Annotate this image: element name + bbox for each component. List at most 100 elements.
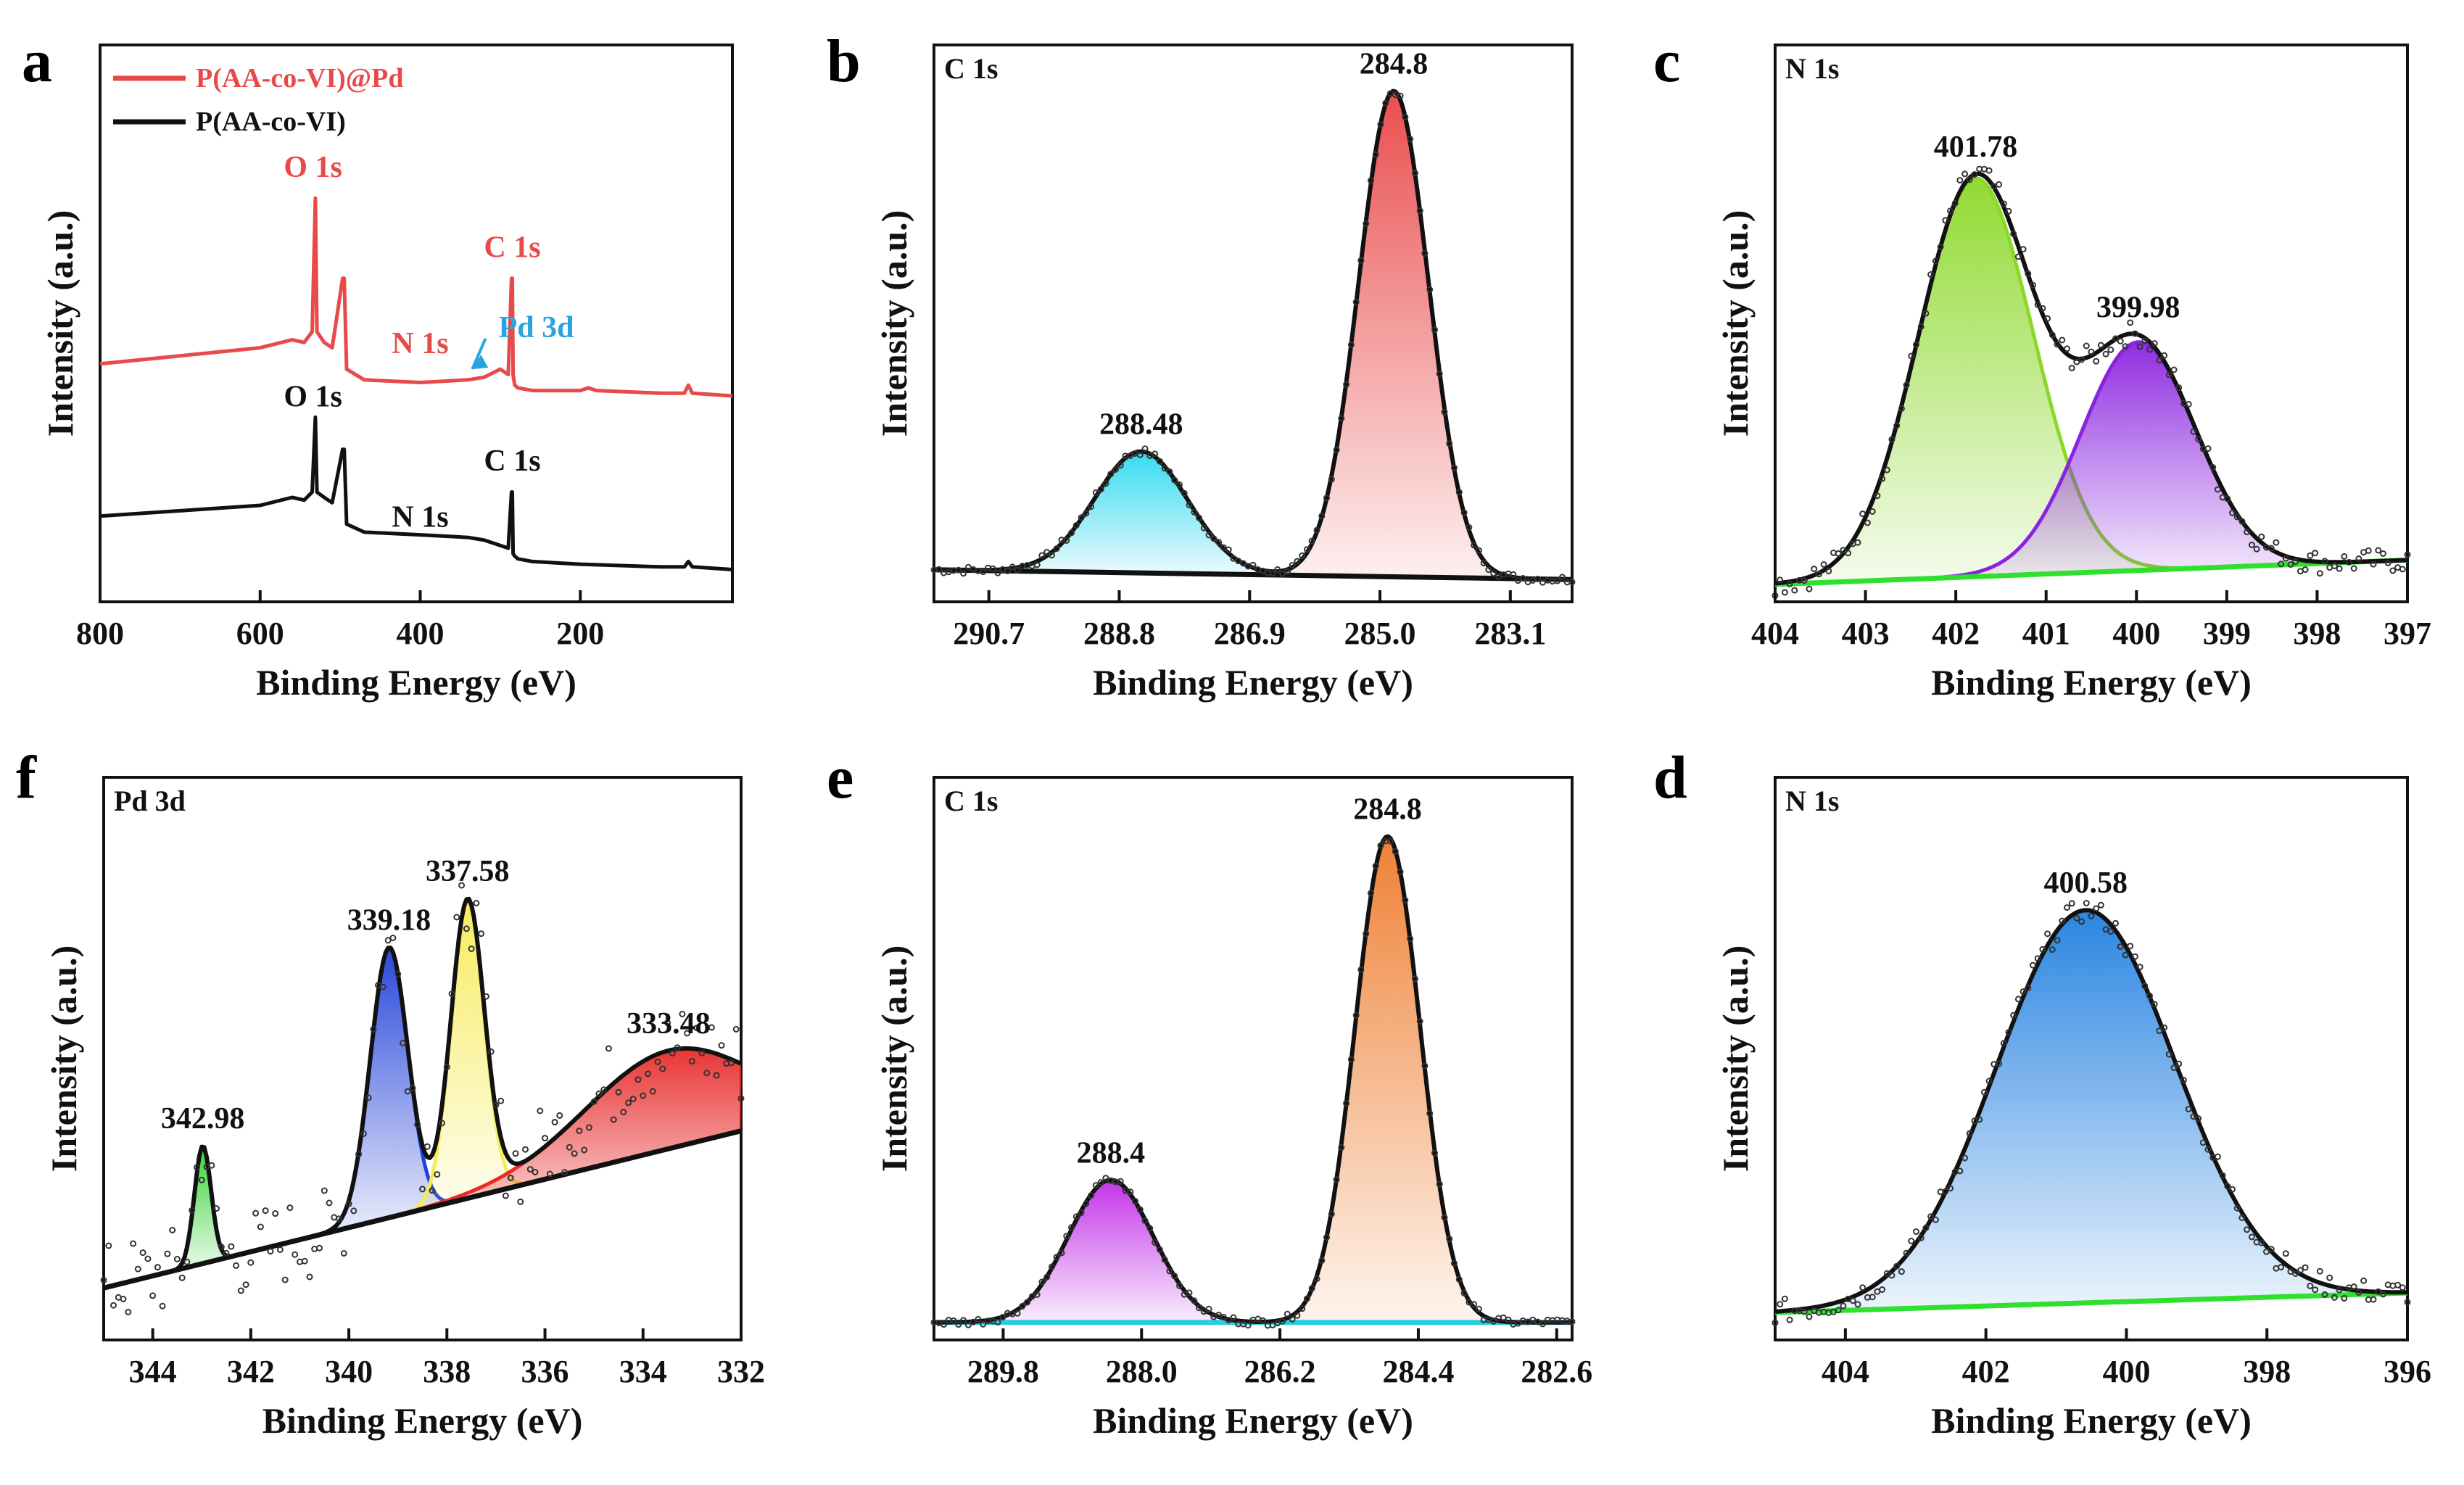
data-point [1854, 539, 1861, 546]
data-point [1421, 1062, 1429, 1070]
data-point [389, 935, 397, 941]
data-point [1407, 136, 1414, 143]
data-point [2278, 561, 2285, 568]
data-point [134, 1265, 141, 1273]
data-point [1308, 1285, 1315, 1292]
x-tick-label-f-6: 332 [717, 1354, 765, 1389]
data-point [2321, 1291, 2328, 1298]
data-point [213, 1205, 220, 1212]
x-tick-label-a-2: 400 [397, 616, 445, 651]
data-point [576, 1128, 583, 1135]
data-point [1455, 1276, 1463, 1283]
data-point [2073, 914, 2080, 922]
data-point [590, 1098, 598, 1105]
data-point [684, 1030, 691, 1037]
data-point [2180, 1077, 2187, 1084]
panel-c: c [1653, 28, 1680, 95]
data-point [2175, 384, 2183, 392]
data-point [2039, 305, 2046, 312]
data-point [1397, 868, 1404, 875]
data-point [1451, 1259, 1458, 1267]
corner-label-d: N 1s [1785, 785, 1839, 817]
data-point [1078, 514, 1085, 521]
raw-data-c [1771, 165, 2411, 599]
data-point [2326, 1274, 2333, 1281]
y-axis-title-d: Intensity (a.u.) [1715, 946, 1756, 1172]
data-point [2093, 905, 2100, 912]
data-point [1883, 466, 1890, 473]
baseline-f [103, 1128, 742, 1291]
x-tick-label-c-2: 402 [1932, 616, 1980, 651]
data-point [1937, 244, 1944, 250]
data-point [2224, 495, 2231, 502]
data-point [1097, 486, 1104, 493]
data-point [1343, 1100, 1350, 1107]
baseline-c [1774, 557, 2408, 587]
x-tick-label-d-0: 404 [1822, 1354, 1869, 1389]
data-point [964, 563, 972, 571]
data-point [1460, 509, 1468, 516]
data-point [350, 1207, 357, 1215]
peak-area-b-1 [1238, 91, 1550, 579]
data-point [2195, 436, 2202, 443]
data-point [1908, 1238, 1915, 1244]
data-point [1985, 1077, 1993, 1085]
data-point [1485, 566, 1492, 574]
data-point [1416, 207, 1423, 215]
data-point [458, 882, 466, 889]
data-point [2000, 1040, 2007, 1047]
peak-label-f-1: 339.18 [347, 903, 431, 937]
data-point [1363, 220, 1370, 227]
data-point [1869, 1294, 1876, 1301]
data-point [1205, 1305, 1212, 1312]
data-point [173, 1256, 181, 1262]
data-point [1230, 555, 1237, 562]
data-point [198, 1176, 205, 1183]
data-point [2370, 561, 2377, 568]
data-point [2000, 200, 2007, 207]
data-point [2312, 550, 2319, 557]
x-tick-label-c-0: 404 [1751, 616, 1799, 651]
data-point [419, 1186, 426, 1193]
data-point [1996, 181, 2003, 188]
data-point [2404, 1299, 2411, 1306]
data-point [1156, 1246, 1163, 1253]
data-point [228, 1243, 235, 1250]
data-point [1777, 1301, 1784, 1308]
data-point [2107, 346, 2114, 353]
data-point [2214, 1153, 2221, 1160]
data-point [1338, 415, 1345, 422]
data-point [1063, 1233, 1070, 1240]
raw-data-b [930, 90, 1576, 586]
panel-letter-e: e [827, 744, 853, 811]
data-point [2019, 988, 2027, 995]
data-point [1840, 1302, 1847, 1310]
data-point [482, 993, 489, 1000]
data-point [443, 1064, 450, 1071]
data-point [1441, 1214, 1448, 1221]
data-point [693, 1025, 700, 1032]
data-point [1132, 1198, 1138, 1204]
data-point [674, 1044, 681, 1051]
data-point [2336, 1286, 2343, 1294]
data-point [1849, 1297, 1856, 1304]
data-point [223, 1249, 230, 1257]
data-point [1431, 1149, 1438, 1157]
series-line-0 [99, 196, 733, 398]
data-point [703, 1070, 711, 1077]
peak-area-f-1 [307, 948, 472, 1238]
data-point [1961, 170, 1969, 178]
x-tick-label-b-3: 285.0 [1344, 616, 1416, 651]
data-point [1465, 524, 1473, 531]
data-point [463, 925, 470, 932]
baseline-d [1774, 1290, 2408, 1315]
x-tick-label-e-0: 289.8 [967, 1354, 1039, 1389]
data-point [507, 1175, 514, 1181]
data-point [1196, 1304, 1202, 1312]
data-point [1996, 1060, 2003, 1067]
data-point [1171, 1273, 1178, 1280]
data-point [1078, 1209, 1085, 1217]
data-point [2151, 340, 2158, 347]
data-point [276, 1246, 284, 1253]
